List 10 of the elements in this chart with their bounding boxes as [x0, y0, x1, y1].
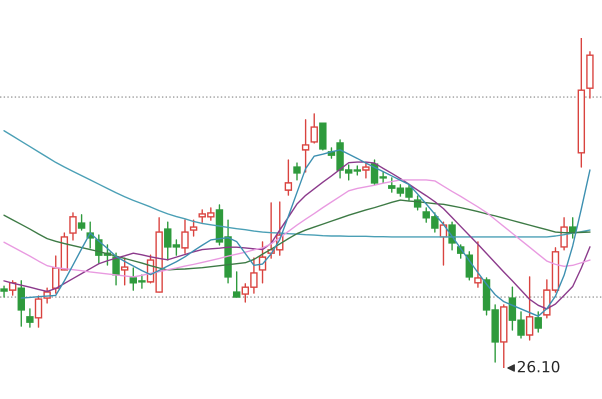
candlestick	[474, 241, 482, 288]
annotation: 26.10	[518, 360, 560, 372]
candlestick	[586, 51, 594, 99]
candlestick	[284, 159, 292, 196]
candlestick	[526, 276, 534, 341]
candlestick	[578, 38, 586, 168]
candlestick	[302, 119, 310, 173]
candlestick	[310, 113, 318, 144]
candlestick	[26, 308, 34, 328]
candlestick	[500, 304, 508, 368]
